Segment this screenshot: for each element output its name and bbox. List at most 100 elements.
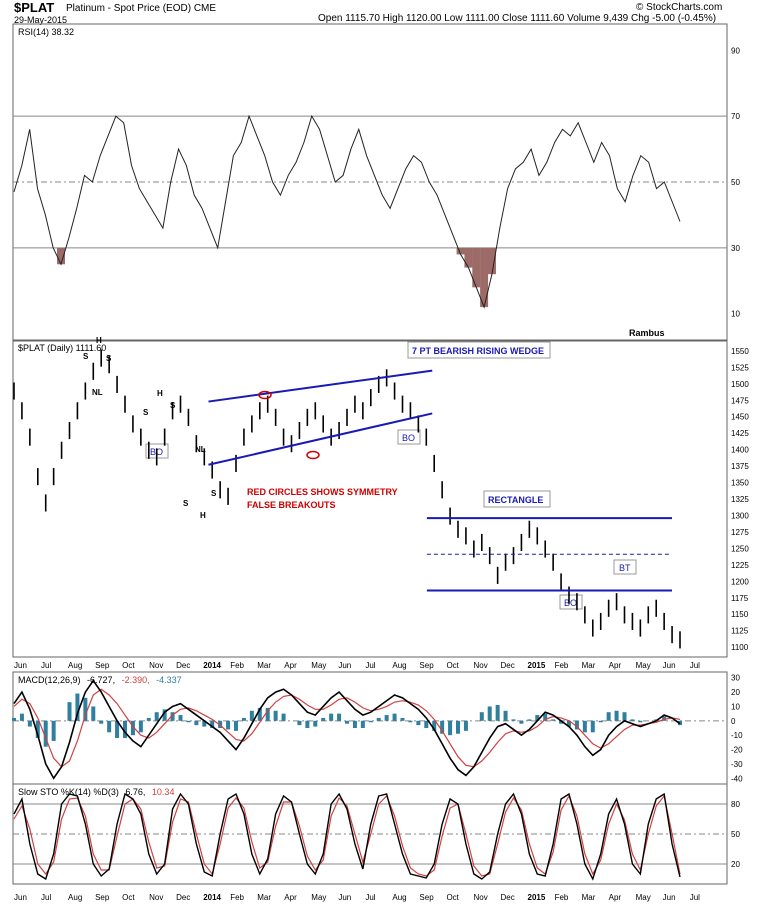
y-tick-label-p0: 10 (731, 310, 740, 319)
symbol-title: $PLAT (14, 0, 55, 15)
macd-histogram-bar (511, 719, 516, 721)
macd-histogram-bar (91, 706, 96, 721)
y-tick-label-p3: 80 (731, 800, 740, 809)
macd-histogram-bar (479, 712, 484, 721)
macd-histogram-bar (130, 720, 135, 736)
macd-histogram-bar (440, 720, 445, 734)
trendline (208, 412, 433, 466)
macd-histogram-bar (487, 706, 492, 721)
macd-panel (12, 671, 728, 785)
y-tick-label-p1: 1500 (731, 380, 749, 389)
price-x-tick-label: Apr (609, 661, 622, 670)
macd-histogram-bar (614, 710, 619, 721)
stoch-x-tick-label: Aug (392, 893, 406, 902)
y-tick-label-p1: 1475 (731, 396, 749, 405)
macd-histogram-bar (115, 720, 120, 739)
stoch-x-tick-label: Feb (555, 893, 569, 902)
macd-histogram-bar (567, 720, 571, 727)
macd-histogram-bar (249, 710, 254, 721)
y-tick-label-p1: 1450 (731, 413, 749, 422)
stoch-x-tick-label: Jun (338, 893, 351, 902)
y-tick-label-p1: 1325 (731, 495, 749, 504)
macd-histogram-bar (400, 717, 405, 721)
rectangle-label-box: RECTANGLE (483, 490, 551, 508)
stoch-x-tick-label: May (311, 893, 326, 902)
price-x-tick-label: Aug (392, 661, 406, 670)
y-tick-label-p2: -40 (731, 774, 743, 783)
y-tick-label-p0: 90 (731, 46, 740, 55)
stoch-x-tick-label: Jun (663, 893, 676, 902)
rsi-oversold-fill (480, 247, 489, 308)
macd-histogram-bar (384, 715, 389, 721)
y-tick-label-p2: -30 (731, 760, 743, 769)
price-x-tick-label: Jul (365, 661, 375, 670)
macd-histogram-bar (83, 697, 88, 721)
macd-histogram-bar (432, 720, 437, 731)
hs-label-s1: S (83, 352, 89, 361)
bo-box-3: BO (559, 594, 583, 610)
price-x-tick-label: Feb (555, 661, 569, 670)
macd-title: MACD(12,26,9) -6.727, -2.390, -4.337 (18, 675, 182, 685)
hs-label-s6: S (211, 489, 217, 498)
price-x-tick-label: Jul (690, 661, 700, 670)
price-x-tick-label: Jul (41, 661, 51, 670)
stoch-x-tick-label: 2015 (528, 893, 546, 902)
price-x-tick-label: Nov (473, 661, 487, 670)
y-tick-label-p2: 0 (731, 717, 736, 726)
stoch-x-tick-label: Mar (257, 893, 271, 902)
macd-histogram-bar (297, 720, 302, 726)
macd-histogram-bar (352, 720, 357, 728)
macd-histogram-bar (51, 720, 56, 741)
price-x-tick-label: Jun (338, 661, 351, 670)
stoch-legend-k: 6.76, (125, 787, 145, 797)
chart-date: 29-May-2015 (14, 15, 68, 25)
macd-histogram-bar (154, 712, 159, 721)
y-tick-label-p1: 1175 (731, 594, 749, 603)
bo-box-2: BO (397, 429, 421, 445)
price-x-tick-label: May (311, 661, 326, 670)
stoch-x-tick-label: Nov (149, 893, 163, 902)
macd-histogram-bar (559, 720, 564, 724)
red-note-2: FALSE BREAKOUTS (247, 500, 336, 510)
y-tick-label-p1: 1425 (731, 429, 749, 438)
ohlc-readout: Open 1115.70 High 1120.00 Low 1111.00 Cl… (318, 13, 717, 24)
stoch-x-tick-label: Nov (473, 893, 487, 902)
macd-histogram-bar (535, 715, 540, 721)
macd-signal-line (13, 688, 681, 768)
stoch-x-tick-label: Apr (609, 893, 622, 902)
stoch-x-tick-label: Sep (419, 893, 434, 902)
stoch-x-tick-label: Jun (14, 893, 27, 902)
macd-histogram-bar (43, 720, 48, 747)
macd-histogram-bar (35, 720, 40, 739)
y-tick-label-p1: 1250 (731, 544, 749, 553)
macd-histogram-bar (226, 720, 231, 730)
price-x-tick-label: May (636, 661, 651, 670)
macd-histogram-bar (202, 720, 207, 727)
wedge-label: 7 PT BEARISH RISING WEDGE (412, 346, 544, 356)
macd-histogram-bar (67, 702, 72, 721)
symmetry-circle (258, 390, 272, 400)
macd-line (13, 679, 681, 780)
price-x-tick-label: Aug (68, 661, 82, 670)
macd-histogram-bar (194, 720, 199, 726)
macd-histogram-bar (519, 720, 524, 724)
stoch-x-tick-label: May (636, 893, 651, 902)
macd-histogram-bar (329, 713, 334, 721)
macd-histogram-bar (606, 712, 611, 721)
macd-histogram-bar (582, 720, 587, 733)
stoch-legend-d: 10.34 (152, 787, 175, 797)
stoch-x-tick-label: Sep (95, 893, 110, 902)
macd-histogram-bar (360, 720, 365, 728)
hs-label-h3: H (200, 511, 206, 520)
macd-histogram-bar (170, 712, 175, 721)
price-x-tick-label: Mar (582, 661, 596, 670)
macd-histogram-bar (210, 720, 215, 728)
y-tick-label-p2: 10 (731, 702, 740, 711)
y-tick-label-p3: 20 (731, 860, 740, 869)
y-tick-label-p1: 1200 (731, 577, 749, 586)
y-tick-label-p2: -10 (731, 731, 743, 740)
stoch-x-tick-label: Dec (501, 893, 515, 902)
macd-histogram-bar (456, 720, 460, 734)
macd-histogram-bar (638, 720, 643, 723)
